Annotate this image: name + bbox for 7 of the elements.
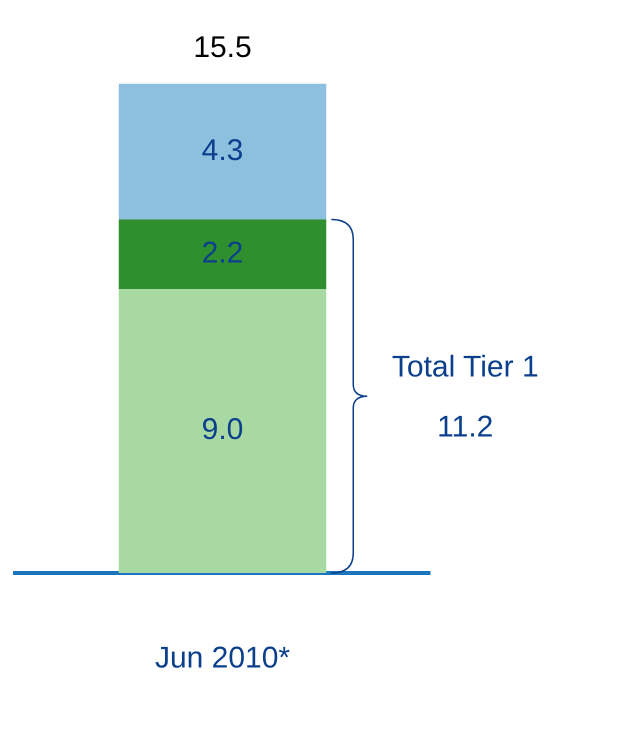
data-label: 2.2 bbox=[202, 236, 244, 270]
data-label: 4.3 bbox=[202, 134, 244, 167]
x-tick-label: Jun 2010* bbox=[154, 641, 290, 674]
text: Total Tier 1 bbox=[392, 350, 539, 384]
data-label: 9.0 bbox=[202, 413, 244, 446]
text: 11.2 bbox=[437, 410, 494, 444]
total-label: 15.5 bbox=[193, 31, 252, 64]
